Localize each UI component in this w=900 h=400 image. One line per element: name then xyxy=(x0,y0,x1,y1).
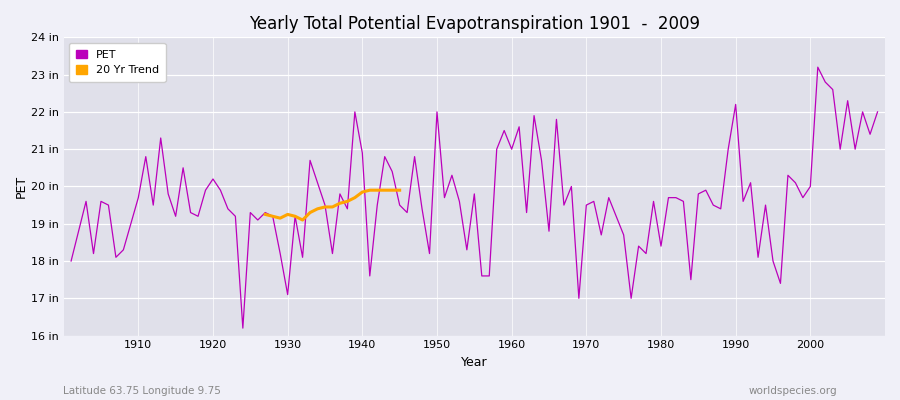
Title: Yearly Total Potential Evapotranspiration 1901  -  2009: Yearly Total Potential Evapotranspiratio… xyxy=(248,15,700,33)
Text: Latitude 63.75 Longitude 9.75: Latitude 63.75 Longitude 9.75 xyxy=(63,386,220,396)
Text: worldspecies.org: worldspecies.org xyxy=(749,386,837,396)
Y-axis label: PET: PET xyxy=(15,175,28,198)
X-axis label: Year: Year xyxy=(461,356,488,369)
Legend: PET, 20 Yr Trend: PET, 20 Yr Trend xyxy=(69,43,166,82)
